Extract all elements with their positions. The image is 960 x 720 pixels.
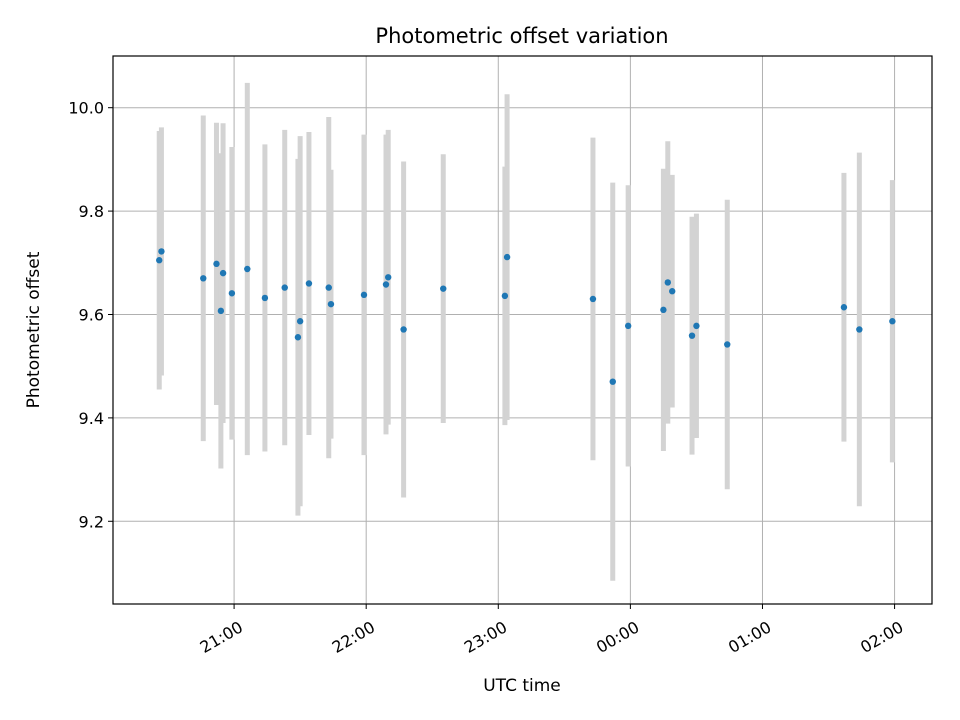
data-point — [305, 280, 313, 287]
data-point — [200, 275, 207, 282]
y-axis-label: Photometric offset — [24, 251, 44, 408]
data-point — [281, 284, 288, 291]
data-point — [217, 307, 225, 315]
data-point — [693, 322, 700, 330]
data-points — [156, 248, 896, 385]
data-point — [382, 281, 390, 288]
data-point — [244, 265, 251, 273]
data-point — [664, 279, 672, 286]
data-point — [669, 288, 676, 295]
data-point — [213, 260, 220, 268]
data-point — [219, 269, 227, 277]
data-point — [660, 306, 667, 314]
data-point — [228, 290, 236, 297]
data-point — [294, 334, 302, 341]
data-point — [840, 304, 848, 311]
data-point — [724, 341, 731, 348]
x-axis-label: UTC time — [483, 676, 561, 696]
data-point — [261, 294, 269, 302]
y-tick-label: 10.0 — [68, 99, 104, 118]
data-point — [624, 322, 632, 330]
data-point — [385, 274, 392, 281]
data-point — [688, 332, 696, 339]
x-tick-label: 02:00 — [857, 617, 906, 657]
y-tick-label: 9.2 — [79, 512, 104, 531]
data-point — [501, 292, 509, 300]
x-tick-label: 01:00 — [725, 617, 774, 657]
data-point — [503, 253, 511, 261]
x-tick-label: 23:00 — [461, 617, 510, 657]
data-point — [440, 285, 447, 292]
plot-area-frame — [112, 55, 933, 605]
x-tick-label: 21:00 — [197, 617, 246, 657]
data-point — [325, 284, 332, 291]
data-point — [296, 318, 304, 325]
data-point — [856, 326, 863, 333]
chart-title: Photometric offset variation — [375, 24, 668, 48]
data-point — [589, 295, 597, 303]
grid-lines — [113, 56, 932, 604]
data-point — [327, 300, 335, 308]
data-point — [158, 248, 165, 255]
data-point — [609, 378, 616, 385]
y-tick-label: 9.8 — [79, 202, 104, 221]
x-axis-ticks: 21:00 22:00 23:00 00:00 01:00 02:00 — [197, 604, 907, 657]
error-bars — [156, 82, 895, 581]
data-point — [889, 318, 896, 325]
y-axis-ticks: 9.2 9.4 9.6 9.8 10.0 — [68, 99, 113, 531]
y-tick-label: 9.6 — [79, 305, 104, 324]
x-tick-label: 00:00 — [593, 617, 642, 657]
y-tick-label: 9.4 — [79, 409, 104, 428]
data-point — [360, 291, 368, 299]
x-tick-label: 22:00 — [329, 617, 378, 657]
data-point — [156, 257, 163, 264]
data-point — [400, 326, 407, 333]
